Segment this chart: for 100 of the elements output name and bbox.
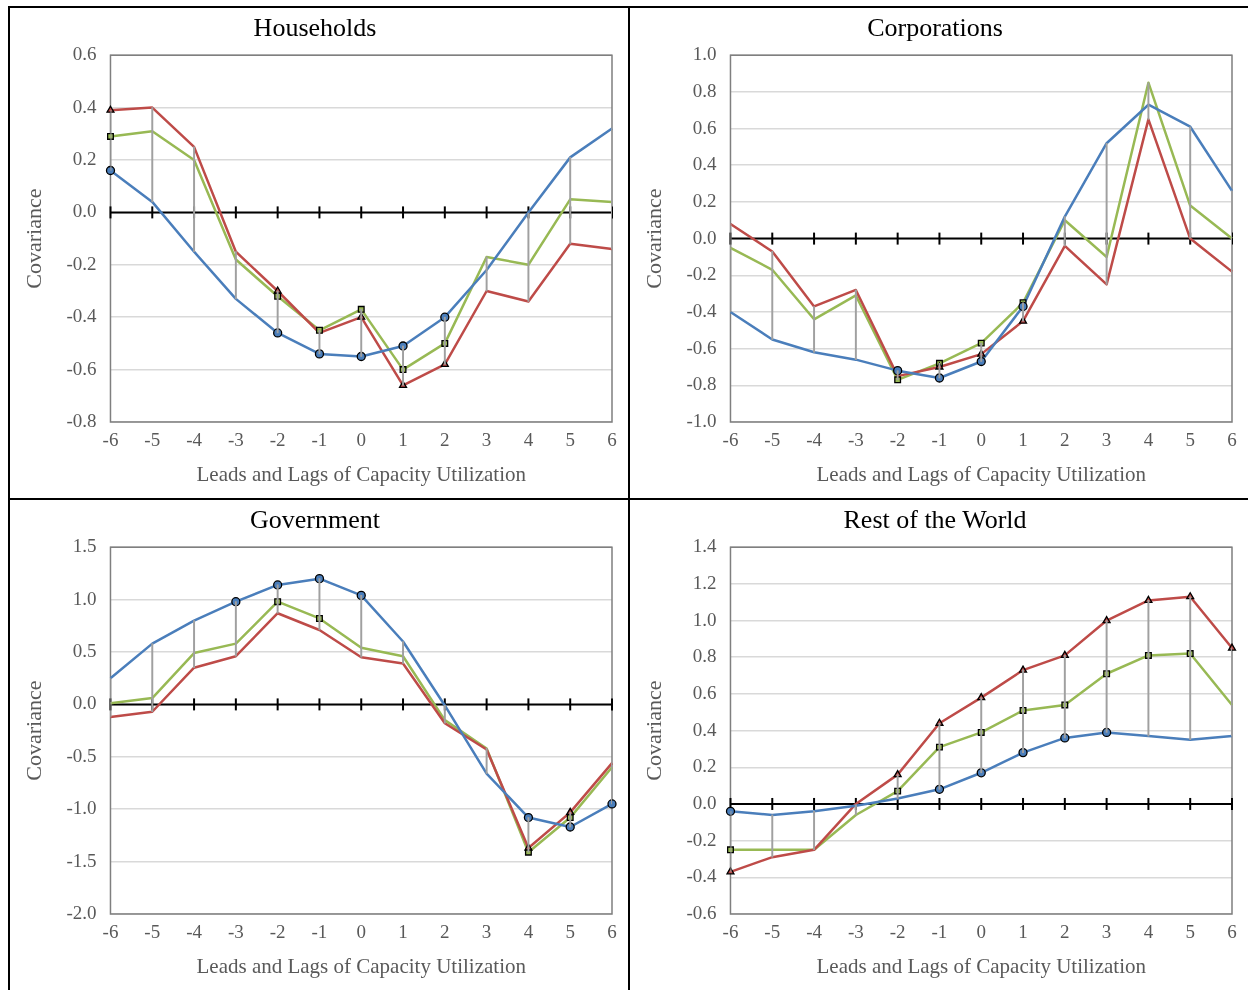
y-tick-label: -0.6 — [686, 901, 717, 923]
x-tick-label: 5 — [565, 921, 575, 943]
x-tick-label: 1 — [1018, 921, 1028, 943]
x-tick-label: 1 — [398, 429, 408, 451]
x-tick-label: -5 — [144, 921, 161, 943]
x-tick-label: -2 — [889, 429, 906, 451]
x-tick-label: -2 — [269, 921, 286, 943]
x-tick-label: 3 — [1101, 921, 1112, 943]
y-tick-label: -0.8 — [686, 373, 717, 395]
y-tick-label: 1.0 — [692, 43, 717, 65]
y-tick-label: -0.2 — [686, 263, 717, 285]
x-tick-label: -6 — [722, 429, 739, 451]
x-tick-label: 1 — [398, 921, 408, 943]
x-tick-label: 5 — [1185, 429, 1195, 451]
y-tick-label: 1.0 — [72, 587, 97, 609]
x-tick-label: 0 — [976, 429, 986, 451]
x-tick-label: 2 — [440, 921, 450, 943]
x-tick-label: -1 — [931, 921, 948, 943]
x-tick-label: 3 — [1101, 429, 1112, 451]
y-tick-label: 0.4 — [692, 153, 717, 175]
x-tick-label: -1 — [931, 429, 948, 451]
x-tick-label: 5 — [565, 429, 575, 451]
x-tick-label: 6 — [1227, 921, 1237, 943]
y-tick-label: 0.6 — [692, 116, 717, 138]
x-tick-label: 6 — [607, 429, 617, 451]
x-tick-label: 4 — [1143, 921, 1154, 943]
x-tick-label: 6 — [607, 921, 617, 943]
y-tick-label: -1.0 — [686, 409, 717, 431]
x-tick-label: 0 — [356, 429, 366, 451]
y-tick-label: 0.6 — [692, 681, 717, 703]
y-tick-label: 0.8 — [692, 645, 717, 667]
y-tick-label: 0.0 — [692, 791, 717, 813]
x-tick-label: 4 — [523, 921, 534, 943]
x-tick-label: 2 — [1060, 429, 1070, 451]
y-tick-label: 0.6 — [72, 43, 97, 65]
x-tick-label: 2 — [440, 429, 450, 451]
y-axis-title: Covariance — [20, 680, 46, 781]
chart-title: Government — [250, 505, 381, 535]
x-tick-label: -5 — [144, 429, 161, 451]
x-tick-label: -4 — [806, 921, 823, 943]
x-tick-label: -5 — [764, 921, 781, 943]
x-tick-label: 1 — [1018, 429, 1028, 451]
y-axis-title: Covariance — [640, 188, 666, 289]
x-tick-label: -4 — [186, 429, 203, 451]
x-tick-label: 0 — [356, 921, 366, 943]
y-axis-title: Covariance — [20, 188, 46, 289]
x-tick-label: 6 — [1227, 429, 1237, 451]
x-tick-label: -6 — [102, 921, 119, 943]
y-tick-label: 0.5 — [72, 639, 97, 661]
x-tick-label: 5 — [1185, 921, 1195, 943]
y-tick-label: 1.5 — [72, 535, 97, 557]
x-tick-label: -6 — [102, 429, 119, 451]
y-tick-label: 1.2 — [692, 571, 717, 593]
x-tick-label: -4 — [186, 921, 203, 943]
y-tick-label: -0.4 — [686, 299, 717, 321]
chart-title: Rest of the World — [843, 505, 1027, 535]
x-tick-label: -1 — [311, 921, 328, 943]
y-tick-label: -0.6 — [66, 357, 97, 379]
x-tick-label: 2 — [1060, 921, 1070, 943]
y-tick-label: 1.0 — [692, 608, 717, 630]
y-tick-label: -0.2 — [686, 828, 717, 850]
x-tick-label: 4 — [523, 429, 534, 451]
x-tick-label: -3 — [227, 429, 244, 451]
y-tick-label: 0.0 — [72, 200, 97, 222]
x-tick-label: -6 — [722, 921, 739, 943]
y-tick-label: -0.6 — [686, 336, 717, 358]
y-tick-label: -2.0 — [66, 901, 97, 923]
y-axis-title: Covariance — [640, 680, 666, 781]
y-tick-label: 0.0 — [692, 226, 717, 248]
y-tick-label: -0.4 — [686, 865, 717, 887]
y-tick-label: 0.8 — [692, 79, 717, 101]
x-tick-label: -3 — [847, 429, 864, 451]
x-tick-label: 4 — [1143, 429, 1154, 451]
y-tick-label: 0.0 — [72, 692, 97, 714]
x-tick-label: -5 — [764, 429, 781, 451]
chart-title: Corporations — [867, 13, 1003, 43]
y-tick-label: -1.5 — [66, 849, 97, 871]
y-tick-label: 0.2 — [692, 755, 717, 777]
x-axis-title: Leads and Lags of Capacity Utilization — [196, 461, 527, 486]
x-tick-label: -1 — [311, 429, 328, 451]
y-tick-label: -1.0 — [66, 797, 97, 819]
x-tick-label: -4 — [806, 429, 823, 451]
x-tick-label: 3 — [481, 429, 492, 451]
y-tick-label: 1.4 — [692, 535, 717, 557]
x-tick-label: -3 — [847, 921, 864, 943]
x-tick-label: -3 — [227, 921, 244, 943]
x-axis-title: Leads and Lags of Capacity Utilization — [816, 461, 1147, 486]
x-tick-label: -2 — [889, 921, 906, 943]
x-axis-title: Leads and Lags of Capacity Utilization — [816, 953, 1147, 978]
x-tick-label: 3 — [481, 921, 492, 943]
y-tick-label: -0.2 — [66, 252, 97, 274]
chart-title: Households — [253, 13, 377, 43]
y-tick-label: -0.5 — [66, 744, 97, 766]
x-tick-label: -2 — [269, 429, 286, 451]
y-tick-label: 0.2 — [72, 147, 97, 169]
x-tick-label: 0 — [976, 921, 986, 943]
y-tick-label: -0.8 — [66, 409, 97, 431]
y-tick-label: 0.4 — [692, 718, 717, 740]
y-tick-label: 0.4 — [72, 95, 97, 117]
y-tick-label: -0.4 — [66, 305, 97, 327]
